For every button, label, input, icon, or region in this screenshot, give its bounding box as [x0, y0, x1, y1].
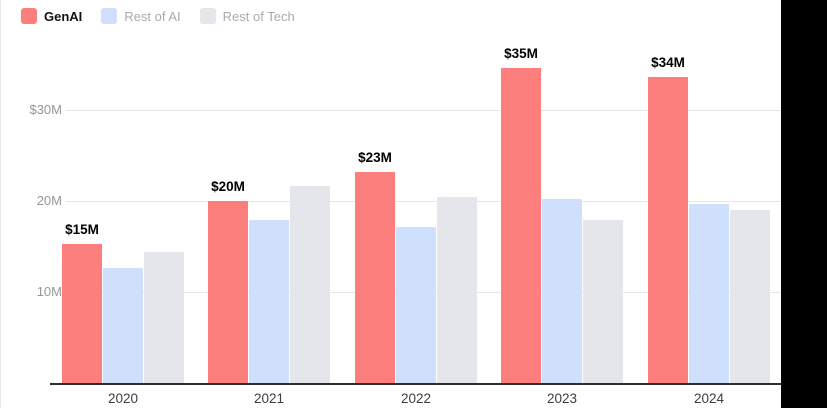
- x-axis-tick-label-2022: 2022: [400, 391, 432, 406]
- bar-genai-2022: [355, 172, 395, 384]
- y-axis-tick-label: 20M: [36, 193, 62, 208]
- bar-rest-of-ai-2020: [103, 268, 143, 384]
- bar-rest-of-ai-2023: [542, 199, 582, 384]
- legend-label-rest-of-ai: Rest of AI: [124, 8, 181, 24]
- y-axis-tick-label: 10M: [36, 284, 62, 299]
- legend-swatch-genai: [21, 8, 37, 24]
- bar-value-label: $15M: [65, 222, 99, 237]
- legend-label-rest-of-tech: Rest of Tech: [222, 8, 295, 24]
- bar-rest-of-tech-2022: [437, 197, 477, 384]
- bar-value-label: $23M: [358, 150, 392, 165]
- x-axis-line: [50, 383, 781, 385]
- bar-rest-of-tech-2023: [583, 220, 623, 384]
- bar-rest-of-tech-2020: [144, 252, 184, 384]
- bar-value-label: $35M: [504, 46, 538, 61]
- bar-genai-2021: [208, 201, 248, 384]
- gridline-30m: [66, 110, 781, 111]
- y-axis-tick-label: $30M: [29, 102, 62, 117]
- x-axis-tick-label-2023: 2023: [546, 391, 578, 406]
- bar-rest-of-tech-2024: [730, 210, 770, 384]
- legend-item-rest-of-tech[interactable]: Rest of Tech: [199, 8, 295, 24]
- legend-item-rest-of-ai[interactable]: Rest of AI: [101, 8, 181, 24]
- x-axis-tick-label-2024: 2024: [693, 391, 725, 406]
- legend-swatch-rest-of-tech: [199, 8, 216, 24]
- bar-genai-2023: [501, 68, 541, 384]
- bar-genai-2020: [62, 244, 102, 384]
- legend-swatch-rest-of-ai: [101, 8, 118, 24]
- right-black-panel: [781, 0, 827, 408]
- chart-legend: GenAI Rest of AI Rest of Tech: [21, 8, 295, 24]
- bar-rest-of-ai-2024: [689, 204, 729, 384]
- x-axis-tick-label-2021: 2021: [253, 391, 285, 406]
- bar-rest-of-ai-2022: [396, 227, 436, 384]
- gridline-20m: [66, 201, 781, 202]
- bar-value-label: $34M: [651, 55, 685, 70]
- legend-label-genai: GenAI: [44, 8, 83, 24]
- bar-rest-of-ai-2021: [249, 220, 289, 384]
- legend-item-genai[interactable]: GenAI: [21, 8, 82, 24]
- bar-rest-of-tech-2021: [290, 186, 330, 384]
- x-axis-tick-label-2020: 2020: [107, 391, 139, 406]
- bar-value-label: $20M: [211, 179, 245, 194]
- container-left-border: [0, 0, 1, 408]
- bar-genai-2024: [648, 77, 688, 384]
